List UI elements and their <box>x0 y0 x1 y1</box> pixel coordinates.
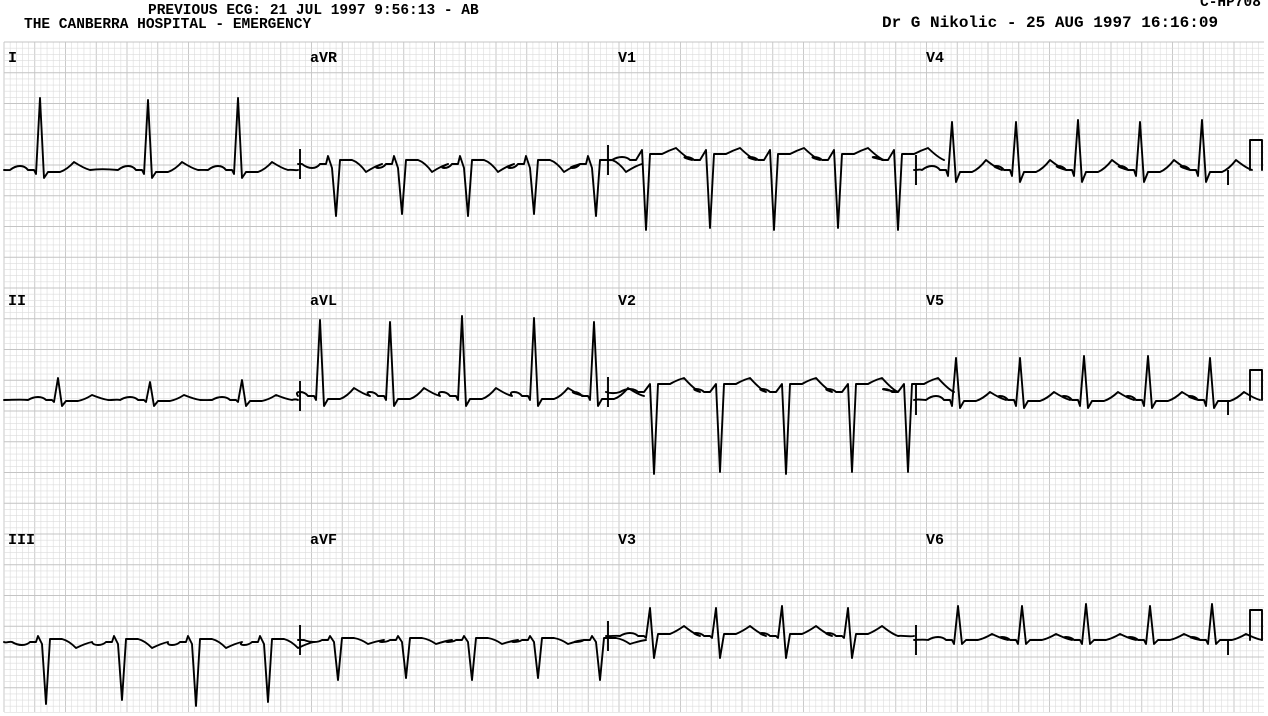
lead-label-i: I <box>8 50 17 67</box>
ecg-trace-v5 <box>914 356 1260 408</box>
lead-label-v6: V6 <box>926 532 944 549</box>
lead-label-avf: aVF <box>310 532 337 549</box>
header-code: C-HP708 <box>1200 0 1261 11</box>
lead-label-ii: II <box>8 293 26 310</box>
cal-pulse-v4 <box>1250 140 1262 170</box>
header-doctor: Dr G Nikolic - 25 AUG 1997 16:16:09 <box>882 14 1218 32</box>
lead-label-v1: V1 <box>618 50 636 67</box>
header-hospital: THE CANBERRA HOSPITAL - EMERGENCY <box>24 17 311 33</box>
cal-pulse-v5 <box>1250 370 1262 400</box>
ecg-traces-group <box>4 98 1262 706</box>
lead-label-v5: V5 <box>926 293 944 310</box>
lead-label-iii: III <box>8 532 35 549</box>
lead-label-v4: V4 <box>926 50 944 67</box>
lead-label-avl: aVL <box>310 293 337 310</box>
lead-label-avr: aVR <box>310 50 337 67</box>
ecg-trace-ii <box>4 378 298 406</box>
ecg-output: PREVIOUS ECG: 21 JUL 1997 9:56:13 - ABTH… <box>0 0 1268 716</box>
lead-label-v3: V3 <box>618 532 636 549</box>
ecg-trace-v4 <box>914 120 1252 182</box>
ecg-grid <box>4 42 1264 712</box>
ecg-trace-avf <box>298 636 646 680</box>
lead-label-v2: V2 <box>618 293 636 310</box>
ecg-trace-iii <box>4 636 314 706</box>
cal-pulse-v6 <box>1250 610 1262 640</box>
ecg-trace-i <box>4 98 298 178</box>
header-text-group: PREVIOUS ECG: 21 JUL 1997 9:56:13 - ABTH… <box>24 0 1261 33</box>
ecg-trace-v1 <box>606 148 944 230</box>
ecg-trace-v6 <box>914 604 1262 644</box>
